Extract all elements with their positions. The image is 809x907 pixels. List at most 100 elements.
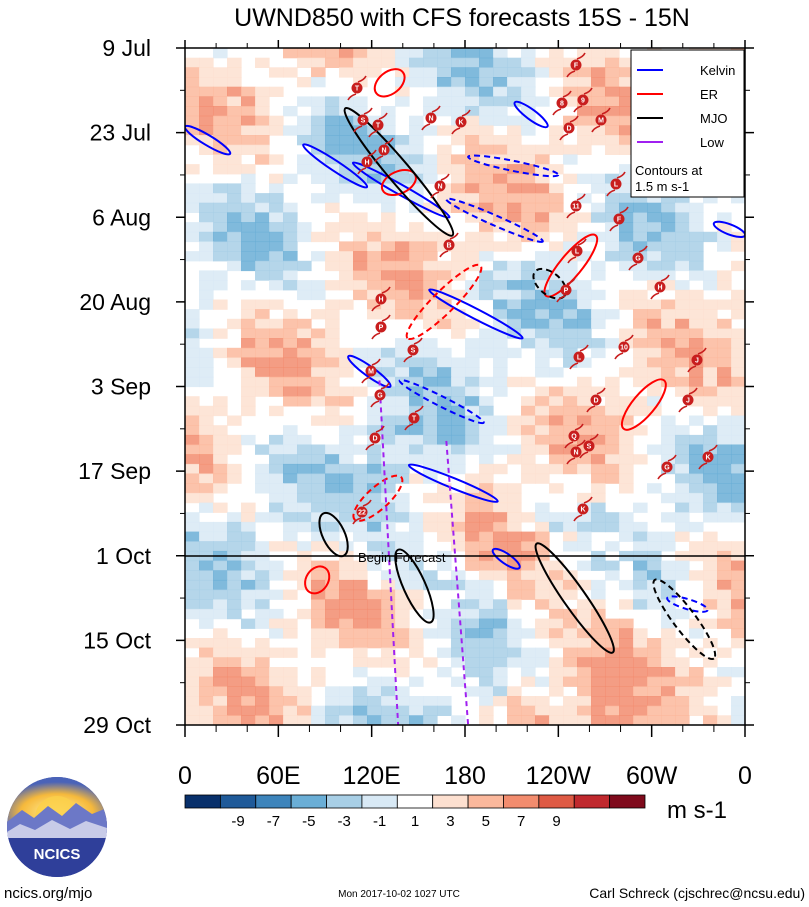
field-cell: [577, 560, 592, 571]
field-cell: [661, 667, 676, 678]
field-cell: [269, 608, 284, 620]
field-cell: [549, 241, 564, 252]
field-cell: [549, 560, 564, 571]
field-cell: [731, 502, 745, 513]
field-cell: [367, 251, 382, 262]
field-cell: [479, 715, 494, 725]
field-cell: [409, 444, 424, 455]
field-cell: [199, 299, 214, 310]
field-cell: [297, 570, 312, 581]
field-cell: [675, 492, 690, 504]
field-cell: [493, 502, 508, 513]
field-cell: [605, 309, 620, 320]
field-cell: [507, 231, 522, 243]
field-cell: [185, 96, 200, 107]
field-cell: [563, 289, 578, 301]
field-cell: [451, 154, 466, 165]
colorbar-tick-label: 5: [482, 813, 490, 830]
field-cell: [353, 667, 368, 678]
field-cell: [493, 444, 508, 455]
field-cell: [577, 57, 592, 68]
field-cell: [465, 260, 480, 272]
field-cell: [479, 347, 494, 359]
field-cell: [395, 367, 410, 378]
field-cell: [395, 715, 410, 725]
field-cell: [199, 328, 214, 339]
field-cell: [731, 386, 745, 397]
tropical-cyclone-symbol: P: [556, 277, 576, 303]
field-cell: [479, 212, 494, 223]
field-cell: [605, 415, 620, 426]
field-cell: [213, 425, 228, 436]
field-cell: [381, 686, 396, 697]
field-cell: [199, 483, 214, 494]
field-cell: [731, 405, 745, 417]
field-cell: [367, 144, 382, 155]
field-cell: [591, 463, 606, 475]
field-cell: [731, 579, 745, 591]
field-cell: [465, 86, 480, 97]
field-cell: [451, 715, 466, 725]
field-cell: [367, 183, 382, 194]
tropical-cyclone-symbol: F: [609, 206, 629, 232]
field-cell: [689, 212, 704, 223]
field-cell: [451, 135, 466, 146]
field-cell: [647, 202, 662, 213]
field-cell: [493, 135, 508, 146]
field-cell: [591, 106, 606, 117]
field-cell: [423, 405, 438, 417]
field-cell: [549, 57, 564, 68]
field-cell: [507, 647, 522, 658]
field-cell: [703, 492, 718, 504]
tropical-cyclone-symbol: L: [569, 344, 589, 370]
field-cell: [437, 289, 452, 301]
field-cell: [437, 454, 452, 465]
field-cell: [227, 599, 242, 610]
field-cell: [185, 599, 200, 610]
field-cell: [535, 347, 550, 359]
field-cell: [633, 289, 648, 301]
field-cell: [577, 492, 592, 504]
svg-text:11: 11: [572, 204, 580, 211]
field-cell: [199, 251, 214, 262]
field-cell: [675, 280, 690, 291]
field-cell: [479, 434, 494, 446]
field-cell: [227, 57, 242, 68]
field-cell: [479, 647, 494, 658]
field-cell: [563, 628, 578, 639]
field-cell: [577, 77, 592, 88]
field-cell: [381, 357, 396, 368]
er-contour: [405, 263, 483, 341]
field-cell: [563, 521, 578, 533]
field-cell: [213, 77, 228, 88]
field-cell: [409, 77, 424, 88]
field-cell: [367, 299, 382, 310]
field-cell: [521, 202, 536, 213]
field-cell: [479, 289, 494, 301]
field-cell: [563, 667, 578, 678]
field-cell: [283, 618, 298, 629]
field-cell: [605, 135, 620, 146]
field-cell: [465, 193, 480, 204]
field-cell: [199, 67, 214, 78]
field-cell: [199, 647, 214, 658]
field-cell: [437, 231, 452, 243]
colorbar-swatch: [573, 794, 611, 809]
footer-url[interactable]: ncics.org/mjo: [4, 885, 92, 902]
field-cell: [731, 357, 745, 368]
field-cell: [521, 212, 536, 223]
mjo-contour: [394, 548, 435, 624]
field-cell: [199, 541, 214, 552]
field-cell: [409, 541, 424, 552]
field-cell: [437, 67, 452, 78]
field-cell: [647, 405, 662, 417]
tropical-cyclone-symbol: G: [657, 454, 677, 480]
field-cell: [717, 396, 732, 407]
field-cell: [409, 164, 424, 175]
field-cell: [339, 367, 354, 378]
field-cell: [283, 212, 298, 223]
field-cell: [577, 512, 592, 523]
field-cell: [199, 502, 214, 513]
field-cell: [605, 173, 620, 184]
field-cell: [241, 570, 256, 581]
